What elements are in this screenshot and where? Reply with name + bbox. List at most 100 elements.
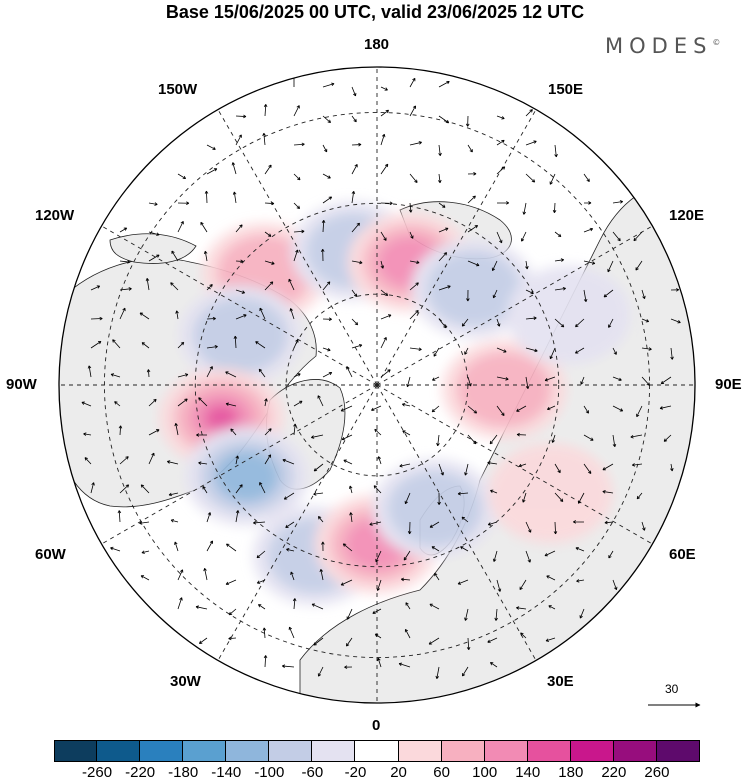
colorbar-swatch [54,740,98,762]
wind-vector [496,376,509,381]
wind-vector [407,521,412,535]
wind-vector [612,579,618,591]
wind-vector [346,608,353,620]
wind-vector [206,144,216,150]
wind-vector [322,82,335,88]
wind-vector [322,281,331,291]
wind-vector [348,485,353,494]
wind-vector [641,289,646,300]
wind-vector [206,345,218,349]
wind-vector [400,577,411,582]
wind-vector [118,425,123,436]
wind-vector [583,289,588,303]
colorbar-tick-label: 100 [472,764,498,781]
wind-vector [322,173,331,179]
colorbar-swatch [484,740,528,762]
wind-vector [636,405,643,418]
wind-vector [404,628,411,639]
wind-vector [405,602,411,610]
label-60e: 60E [669,546,696,563]
wind-vector [322,371,333,378]
meridian-line [217,109,378,386]
wind-vector [432,376,440,381]
negative-anomaly-contour [387,470,482,547]
wind-vector [409,260,420,265]
wind-vector [525,173,536,183]
wind-vector [492,550,498,562]
wind-vector [177,173,187,180]
wind-vector [403,550,411,561]
wind-vector [457,491,469,496]
wind-vector [87,365,92,378]
wind-vector [177,373,189,378]
wind-vector [554,231,562,238]
wind-vector [148,398,157,407]
wind-vector [380,163,389,175]
wind-vector [437,492,441,505]
wind-vector [174,423,179,436]
wind-vector [575,318,585,328]
wind-vector [374,428,382,436]
wind-vector [228,608,237,616]
wind-vector [670,463,674,472]
wind-vector [380,337,387,349]
wind-vector [487,521,498,526]
wind-vector [177,201,190,206]
wind-vector [491,260,498,272]
wind-vector [525,260,529,270]
wind-vector [435,666,440,680]
wind-vector [170,519,179,523]
wind-vector [200,221,208,233]
wind-vector [496,115,505,120]
wind-vector [256,579,266,584]
wind-vector [579,608,585,619]
wind-vector [119,307,126,320]
wind-vector [525,140,537,146]
wind-vector [577,492,585,504]
wind-vector [233,335,238,349]
wind-vector [235,455,239,465]
wind-vector [257,604,266,610]
wind-vector [575,546,585,552]
label-0: 0 [372,717,381,734]
wind-vector [496,318,501,327]
wind-vector [351,289,358,297]
wind-vector [177,341,185,349]
wind-vector [670,288,680,292]
wind-vector [467,144,473,153]
wind-vector [262,132,266,146]
wind-vector [520,231,527,242]
wind-vector [114,401,121,407]
wind-vector [313,492,324,496]
wind-vector [438,463,444,476]
wind-vector [492,289,498,299]
wind-vector [467,376,472,387]
wind-vector [409,282,419,291]
wind-vector [321,541,325,552]
wind-vector [235,510,240,523]
wind-vector [612,200,624,204]
wind-vector [583,227,594,233]
wind-vector [409,347,422,351]
colorbar-swatch [140,740,184,762]
wind-vector [428,637,440,645]
wind-vector [322,196,333,204]
wind-vector [374,633,382,639]
wind-vector [496,579,502,592]
wind-vector [409,231,414,239]
positive-anomaly-contour [204,404,239,432]
wind-vector [235,314,247,320]
colorbar-tick-label: -60 [301,764,324,781]
wind-vector [663,434,672,442]
wind-vector [496,347,507,353]
wind-vector [285,521,295,528]
wind-vector [112,339,121,349]
label-90e: 90E [715,376,742,393]
wind-vector [351,343,363,349]
negative-anomaly-contour [507,265,632,365]
label-120w: 120W [35,207,75,224]
colorbar-swatch [398,740,442,762]
wind-vector [401,402,411,407]
wind-vector [317,666,324,677]
